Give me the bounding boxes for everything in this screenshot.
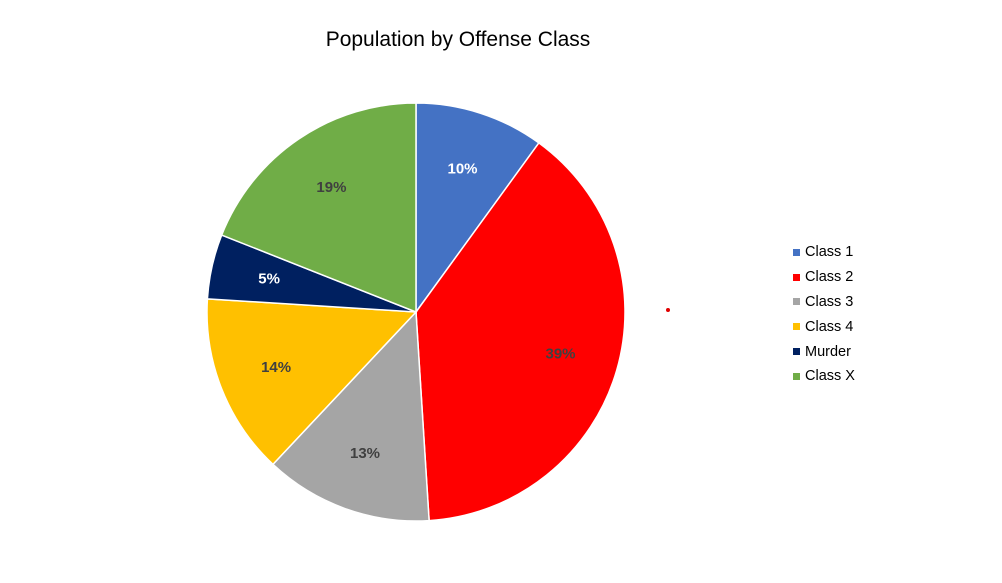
pie-slices — [206, 102, 626, 522]
legend-item-murder: Murder — [793, 339, 855, 364]
pie-data-labels: 10% 39% 13% 14% 5% 19% — [258, 160, 575, 462]
pie-slice-class-4 — [206, 298, 418, 466]
legend-item-class-2: Class 2 — [793, 265, 855, 290]
legend-swatch — [793, 348, 800, 356]
data-label-class-3: 13% — [350, 445, 380, 462]
pie-slice-class-2 — [415, 141, 626, 522]
data-label-class-2: 39% — [545, 345, 575, 362]
legend-label: Class 1 — [805, 244, 854, 261]
legend-swatch — [793, 273, 800, 281]
legend-swatch — [793, 372, 800, 380]
legend-item-class-4: Class 4 — [793, 314, 855, 339]
pie-slice-class-x — [220, 102, 417, 314]
legend-swatch — [793, 323, 800, 331]
stray-dot — [666, 308, 670, 312]
legend-label: Class 3 — [805, 293, 854, 310]
chart-title: Population by Offense Class — [325, 28, 591, 51]
pie-slice-class-1 — [415, 102, 540, 315]
legend-label: Class 2 — [805, 269, 854, 286]
legend-label: Murder — [805, 343, 851, 360]
pie-slice-class-3 — [271, 310, 430, 522]
data-label-class-4: 14% — [261, 359, 291, 376]
data-label-murder: 5% — [258, 271, 280, 288]
legend-label: Class X — [805, 368, 855, 385]
legend: Class 1 Class 2 Class 3 Class 4 Murder Class … — [793, 240, 855, 389]
legend-item-class-1: Class 1 — [793, 240, 855, 265]
legend-label: Class 4 — [805, 318, 854, 335]
data-label-class-1: 10% — [447, 160, 477, 177]
data-label-class-x: 19% — [316, 179, 346, 196]
legend-item-class-x: Class X — [793, 364, 855, 389]
legend-swatch — [793, 298, 800, 306]
legend-item-class-3: Class 3 — [793, 290, 855, 315]
legend-swatch — [793, 248, 800, 256]
